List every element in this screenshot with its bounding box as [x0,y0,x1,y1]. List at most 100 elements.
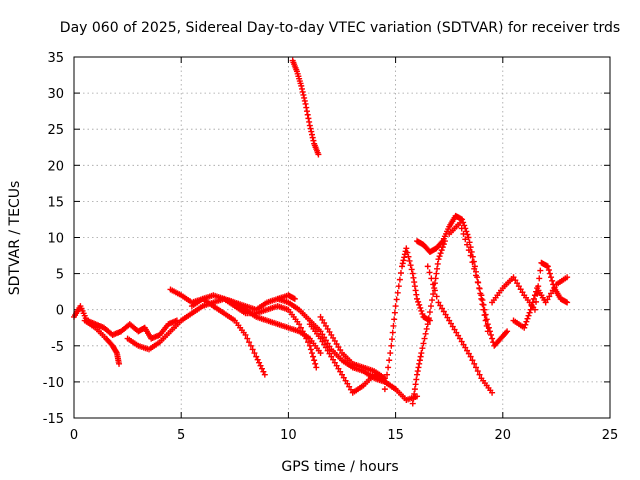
data-point [291,295,298,302]
data-point [306,122,313,129]
data-point [467,244,474,251]
data-point [382,378,389,385]
data-point [438,247,445,254]
data-point [446,317,453,324]
data-point [305,339,312,346]
data-point [326,350,333,357]
data-point [462,236,469,243]
data-point [413,376,420,383]
data-point [301,94,308,101]
data-point [456,335,463,342]
data-point [434,265,441,272]
data-point [317,335,324,342]
data-point [324,347,331,354]
data-point [260,368,267,375]
data-point [319,331,326,338]
data-point [455,332,462,339]
data-point [415,364,422,371]
data-point [464,347,471,354]
data-point [424,263,431,270]
data-point [436,253,443,260]
data-point [433,293,440,300]
data-point [317,313,324,320]
data-point [392,386,399,393]
data-point [312,360,319,367]
data-point [474,279,481,286]
data-point [462,344,469,351]
data-point [322,337,329,344]
series-arc-f [221,295,320,371]
data-point [460,230,467,237]
data-point [440,308,447,315]
data-point [301,331,308,338]
data-point [437,250,444,257]
data-point [549,277,556,284]
data-point [425,315,432,322]
data-point [512,277,519,284]
data-point [389,329,396,336]
data-point [427,303,434,310]
data-point [419,310,426,317]
data-point [526,309,533,316]
data-point [309,134,316,141]
data-point [423,325,430,332]
y-tick-label: 0 [56,304,64,319]
data-point [515,283,522,290]
data-point [434,260,441,267]
data-point [414,295,421,302]
data-point [391,309,398,316]
data-point [458,338,465,345]
x-tick-label: 15 [387,428,404,443]
data-point [317,350,324,357]
data-point [301,97,308,104]
data-point [347,386,354,393]
data-point [342,377,349,384]
data-point [256,359,263,366]
data-point [476,285,483,292]
data-point [307,125,314,132]
series-arc-q [510,274,571,331]
y-tick-label: -10 [43,376,64,391]
data-point [116,360,123,367]
x-tick-label: 5 [177,428,185,443]
data-point [489,389,496,396]
data-point [544,296,551,303]
data-point [429,297,436,304]
data-point [514,280,521,287]
data-point [410,274,417,281]
data-point [315,151,322,158]
series-arc-o [446,220,511,349]
data-point [417,304,424,311]
data-point [438,239,445,246]
data-point [542,299,549,306]
data-point [504,328,511,335]
chart-title: Day 060 of 2025, Sidereal Day-to-day VTE… [60,20,620,36]
data-point [485,324,492,331]
data-point [304,111,311,118]
data-point [411,386,418,393]
data-point [258,365,265,372]
data-point [524,315,531,322]
data-point [313,364,320,371]
data-point [346,383,353,390]
data-point [531,292,538,299]
data-point [247,342,254,349]
data-point [322,322,329,329]
data-point [460,341,467,348]
data-point [426,269,433,276]
data-point [399,260,406,267]
data-point [321,319,328,326]
data-point [521,324,528,331]
data-point [391,316,398,323]
data-point [306,118,313,125]
data-point [335,344,342,351]
data-point [476,371,483,378]
data-point [510,274,517,281]
data-point [326,328,333,335]
data-point [482,311,489,318]
data-point [335,365,342,372]
data-point [394,289,401,296]
data-point [442,311,449,318]
data-point [306,342,313,349]
data-point [430,291,437,298]
